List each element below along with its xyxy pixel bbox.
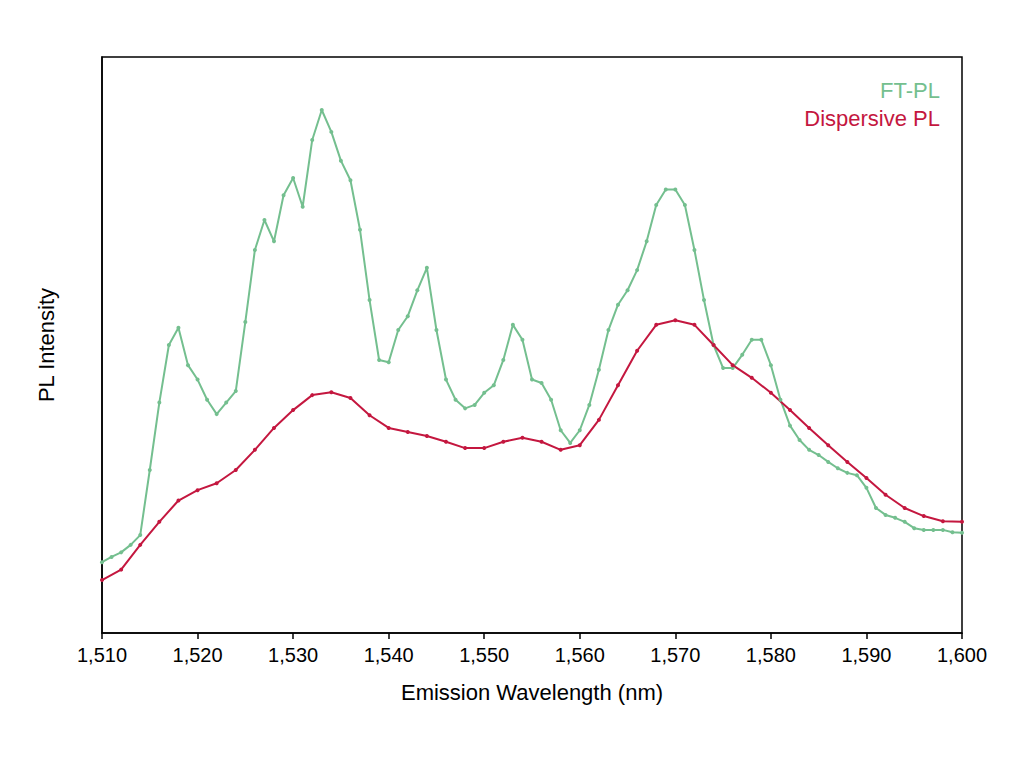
svg-text:1,540: 1,540 — [364, 644, 414, 666]
svg-text:1,530: 1,530 — [268, 644, 318, 666]
svg-text:Emission Wavelength (nm): Emission Wavelength (nm) — [401, 680, 663, 705]
svg-text:1,560: 1,560 — [555, 644, 605, 666]
svg-text:1,520: 1,520 — [173, 644, 223, 666]
svg-text:1,510: 1,510 — [77, 644, 127, 666]
svg-text:1,590: 1,590 — [841, 644, 891, 666]
svg-text:Dispersive PL: Dispersive PL — [804, 106, 940, 131]
svg-text:PL Intensity: PL Intensity — [34, 288, 59, 402]
svg-text:1,570: 1,570 — [650, 644, 700, 666]
svg-text:1,580: 1,580 — [746, 644, 796, 666]
svg-text:1,600: 1,600 — [937, 644, 987, 666]
svg-text:FT-PL: FT-PL — [880, 78, 940, 103]
svg-text:1,550: 1,550 — [459, 644, 509, 666]
